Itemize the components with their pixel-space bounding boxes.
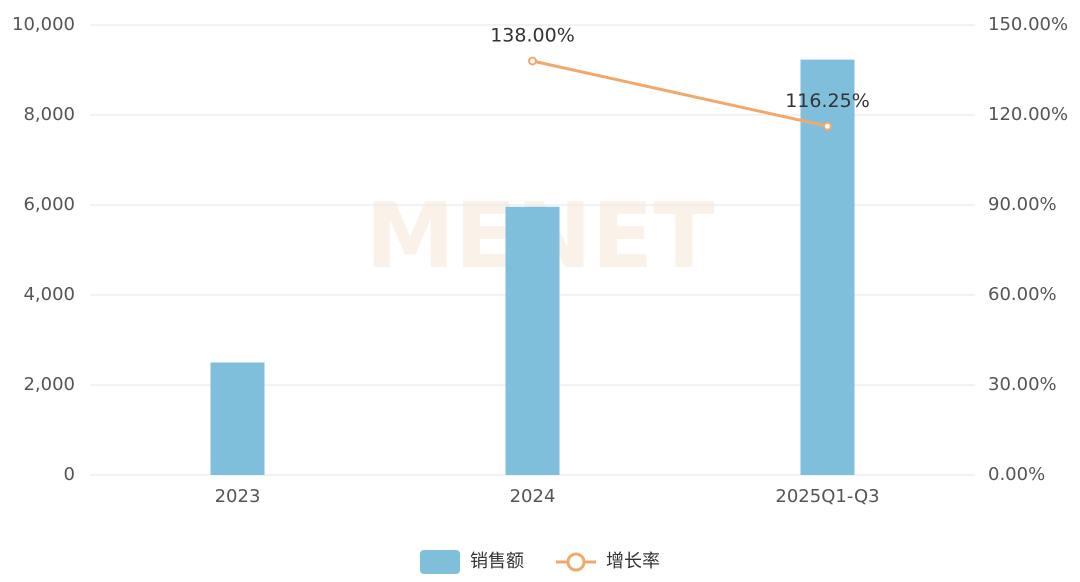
legend-swatch [420,550,460,574]
y-tick-label: 8,000 [23,104,75,125]
line-point [823,121,832,131]
value-label: 116.25% [785,90,870,112]
y-tick-label: 6,000 [23,194,75,215]
x-tick-label: 2023 [215,486,261,507]
y2-tick-label: 90.00% [988,194,1057,215]
value-label: 138.00% [490,25,575,47]
y2-tick-label: 60.00% [988,284,1057,305]
y2-tick-label: 0.00% [988,464,1045,485]
bar [210,362,265,475]
y-tick-label: 10,000 [12,14,75,35]
y-tick-label: 2,000 [23,374,75,395]
legend-swatch [566,552,586,572]
bar [505,206,560,476]
y2-tick-label: 150.00% [988,14,1068,35]
x-tick-label: 2024 [510,486,556,507]
line-point [528,56,537,66]
legend-label: 增长率 [606,551,660,572]
line [532,59,828,128]
y-tick-label: 0 [64,464,75,485]
y2-tick-label: 120.00% [988,104,1068,125]
x-tick-label: 2025Q1-Q3 [775,486,879,507]
y2-tick-label: 30.00% [988,374,1057,395]
legend-label: 销售额 [470,551,524,572]
y-tick-label: 4,000 [23,284,75,305]
